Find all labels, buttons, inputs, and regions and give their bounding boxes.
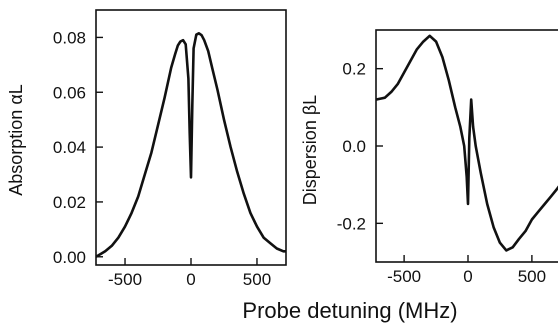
y-tick-label: -0.2: [337, 214, 366, 233]
y-tick-label: 0.0: [342, 137, 366, 156]
y-axis-label: Dispersion βL: [300, 95, 320, 205]
y-tick-label: 0.08: [53, 28, 86, 47]
series-line: [376, 34, 558, 252]
absorption-panel: -500 0 500 0.00 0.02 0.04 0.06 0.08 Absorption α…: [6, 9, 287, 289]
plot-frame: [375, 29, 558, 263]
x-tick-label: -500: [387, 267, 421, 286]
y-tick-label: 0.06: [53, 83, 86, 102]
y-tick-label: 0.00: [53, 248, 86, 267]
dispersion-panel: -500 0 500 -0.2 0.0 0.2 Dispersion βL: [300, 29, 558, 286]
x-tick-label: -500: [108, 270, 142, 289]
x-axis-title: Probe detuning (MHz): [242, 298, 457, 323]
y-tick-label: 0.2: [342, 60, 366, 79]
x-tick-label: 500: [243, 270, 271, 289]
x-tick-label: 500: [518, 267, 546, 286]
series-line: [96, 31, 286, 258]
x-tick-label: 0: [186, 270, 195, 289]
y-tick-label: 0.04: [53, 138, 86, 157]
y-tick-label: 0.02: [53, 193, 86, 212]
y-axis-label: Absorption αL: [6, 84, 26, 195]
x-tick-label: 0: [463, 267, 472, 286]
